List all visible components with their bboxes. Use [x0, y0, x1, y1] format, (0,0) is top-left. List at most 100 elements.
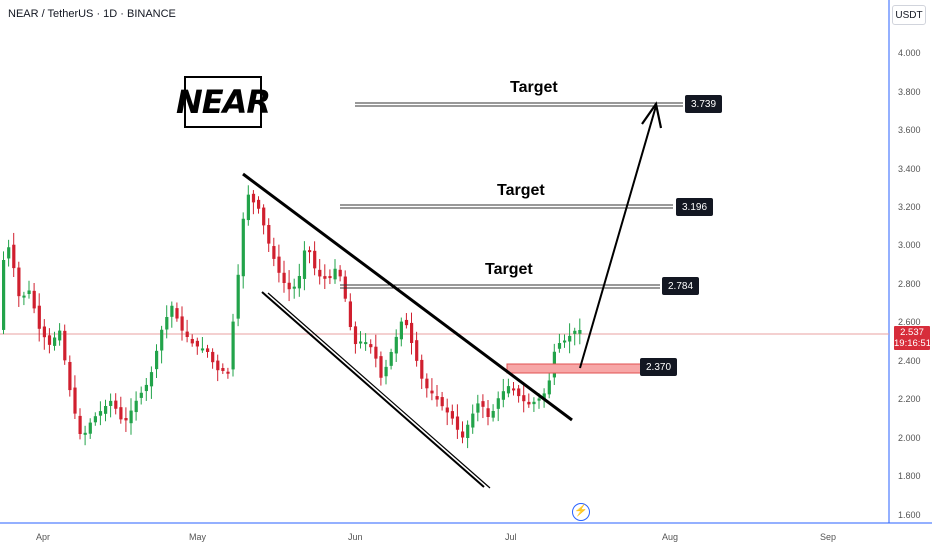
last-price-value: 2.537	[900, 327, 924, 338]
candle-up	[491, 411, 495, 418]
price-tick: 2.600	[898, 317, 921, 327]
price-scale[interactable]: 4.000 3.800 3.600 3.400 3.200 3.000 2.80…	[898, 48, 921, 520]
candle-up	[88, 422, 92, 434]
candle-up	[302, 250, 307, 279]
candle-up	[557, 343, 562, 349]
candle-up	[170, 305, 174, 317]
support-level-badge: 2.370	[640, 358, 678, 376]
time-scale[interactable]: Apr May Jun Jul Aug Sep	[36, 532, 836, 542]
candle-down	[415, 340, 419, 361]
candle-up	[532, 401, 536, 405]
candle-down	[338, 269, 342, 277]
near-logo-box: NEAR	[176, 76, 271, 128]
candle-up	[139, 392, 143, 398]
candle-down	[440, 397, 444, 407]
price-tick: 3.400	[898, 164, 921, 174]
last-price-badge: 2.537 19:16:51	[894, 326, 931, 350]
price-tick: 2.200	[898, 394, 921, 404]
candle-down	[17, 267, 21, 297]
candlesticks	[2, 185, 582, 449]
candle-down	[445, 407, 449, 413]
candle-down	[119, 407, 123, 420]
candle-down	[450, 411, 454, 419]
candle-down	[211, 351, 215, 363]
candle-down	[517, 388, 521, 397]
candle-down	[190, 338, 194, 344]
candle-up	[2, 260, 6, 330]
candle-down	[430, 390, 434, 394]
candle-down	[12, 244, 16, 269]
channel-upper-trendline[interactable]	[242, 172, 573, 422]
candle-down	[512, 388, 516, 391]
candle-down	[206, 348, 210, 352]
candle-down	[287, 282, 291, 290]
candle-up	[563, 340, 567, 343]
candle-down	[180, 316, 184, 331]
candle-up	[506, 386, 511, 394]
candle-up	[109, 400, 113, 406]
target-label-2: Target	[497, 182, 545, 199]
price-tick: 2.000	[898, 433, 921, 443]
channel-lower-trendline-2[interactable]	[267, 292, 491, 489]
target-line-3[interactable]	[340, 284, 660, 289]
currency-button[interactable]: USDT	[892, 5, 926, 25]
candle-down	[221, 368, 225, 371]
candle-up	[83, 432, 87, 435]
candle-down	[124, 417, 128, 421]
candle-up	[231, 321, 235, 370]
candle-down	[404, 319, 409, 326]
candle-up	[155, 350, 159, 370]
lightning-icon[interactable]: ⚡	[572, 503, 590, 521]
candle-up	[476, 403, 480, 413]
candle-down	[522, 395, 526, 402]
candle-up	[93, 416, 97, 423]
candle-up	[466, 424, 470, 439]
candle-down	[374, 346, 378, 359]
candle-down	[257, 199, 261, 209]
candle-down	[63, 330, 67, 361]
candle-down	[262, 207, 266, 226]
symbol-title[interactable]: NEAR / TetherUS · 1D · BINANCE	[8, 8, 176, 20]
candle-up	[144, 384, 148, 392]
price-tick: 3.200	[898, 202, 921, 212]
candle-up	[22, 295, 26, 298]
candle-up	[58, 330, 62, 341]
target-level-badge-2: 3.196	[676, 198, 714, 216]
candle-up	[333, 268, 337, 280]
time-tick: Aug	[662, 532, 678, 542]
time-tick: Jun	[348, 532, 363, 542]
candle-down	[353, 326, 358, 345]
candle-up	[496, 398, 500, 409]
time-tick: Apr	[36, 532, 50, 542]
candle-down	[328, 276, 332, 279]
time-tick: Jul	[505, 532, 517, 542]
candle-down	[308, 250, 312, 253]
target-level-badge-3: 2.784	[662, 277, 700, 295]
candle-up	[364, 342, 368, 345]
candle-up	[104, 406, 108, 414]
target-line-1[interactable]	[355, 102, 683, 107]
candle-up	[537, 398, 541, 401]
projection-arrow[interactable]	[579, 101, 663, 369]
candle-down	[216, 360, 220, 371]
candle-down	[435, 396, 439, 400]
candle-up	[471, 413, 475, 428]
time-tick: May	[189, 532, 207, 542]
price-tick: 3.000	[898, 240, 921, 250]
channel-lower-trendline[interactable]	[261, 291, 485, 488]
candle-up	[292, 286, 296, 289]
price-tick: 2.400	[898, 356, 921, 366]
candle-up	[568, 335, 572, 342]
candle-up	[165, 317, 169, 330]
target-label-3: Target	[485, 261, 533, 278]
candle-up	[241, 218, 245, 277]
price-tick: 4.000	[898, 48, 921, 58]
candle-up	[236, 274, 240, 319]
candle-up	[547, 380, 551, 395]
candle-up	[129, 410, 133, 424]
candle-up	[149, 372, 154, 387]
target-line-2[interactable]	[340, 204, 673, 209]
candle-up	[573, 330, 577, 334]
candle-down	[114, 400, 118, 409]
